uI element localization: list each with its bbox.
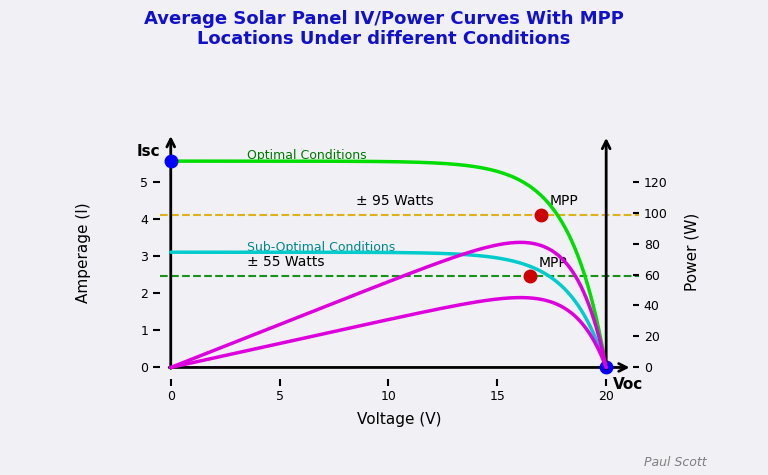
Text: Sub-Optimal Conditions: Sub-Optimal Conditions [247,241,396,254]
Text: MPP: MPP [538,256,568,270]
Text: Optimal Conditions: Optimal Conditions [247,149,366,162]
Text: MPP: MPP [550,194,578,208]
Text: Average Solar Panel IV/Power Curves With MPP
Locations Under different Condition: Average Solar Panel IV/Power Curves With… [144,10,624,48]
Text: Paul Scott: Paul Scott [644,456,707,468]
X-axis label: Voltage (V): Voltage (V) [357,412,442,427]
Text: ± 55 Watts: ± 55 Watts [247,255,324,269]
Text: Isc: Isc [136,144,160,159]
Y-axis label: Power (W): Power (W) [684,213,699,291]
Y-axis label: Amperage (I): Amperage (I) [77,202,91,303]
Text: Voc: Voc [613,377,643,392]
Text: ± 95 Watts: ± 95 Watts [356,194,433,208]
